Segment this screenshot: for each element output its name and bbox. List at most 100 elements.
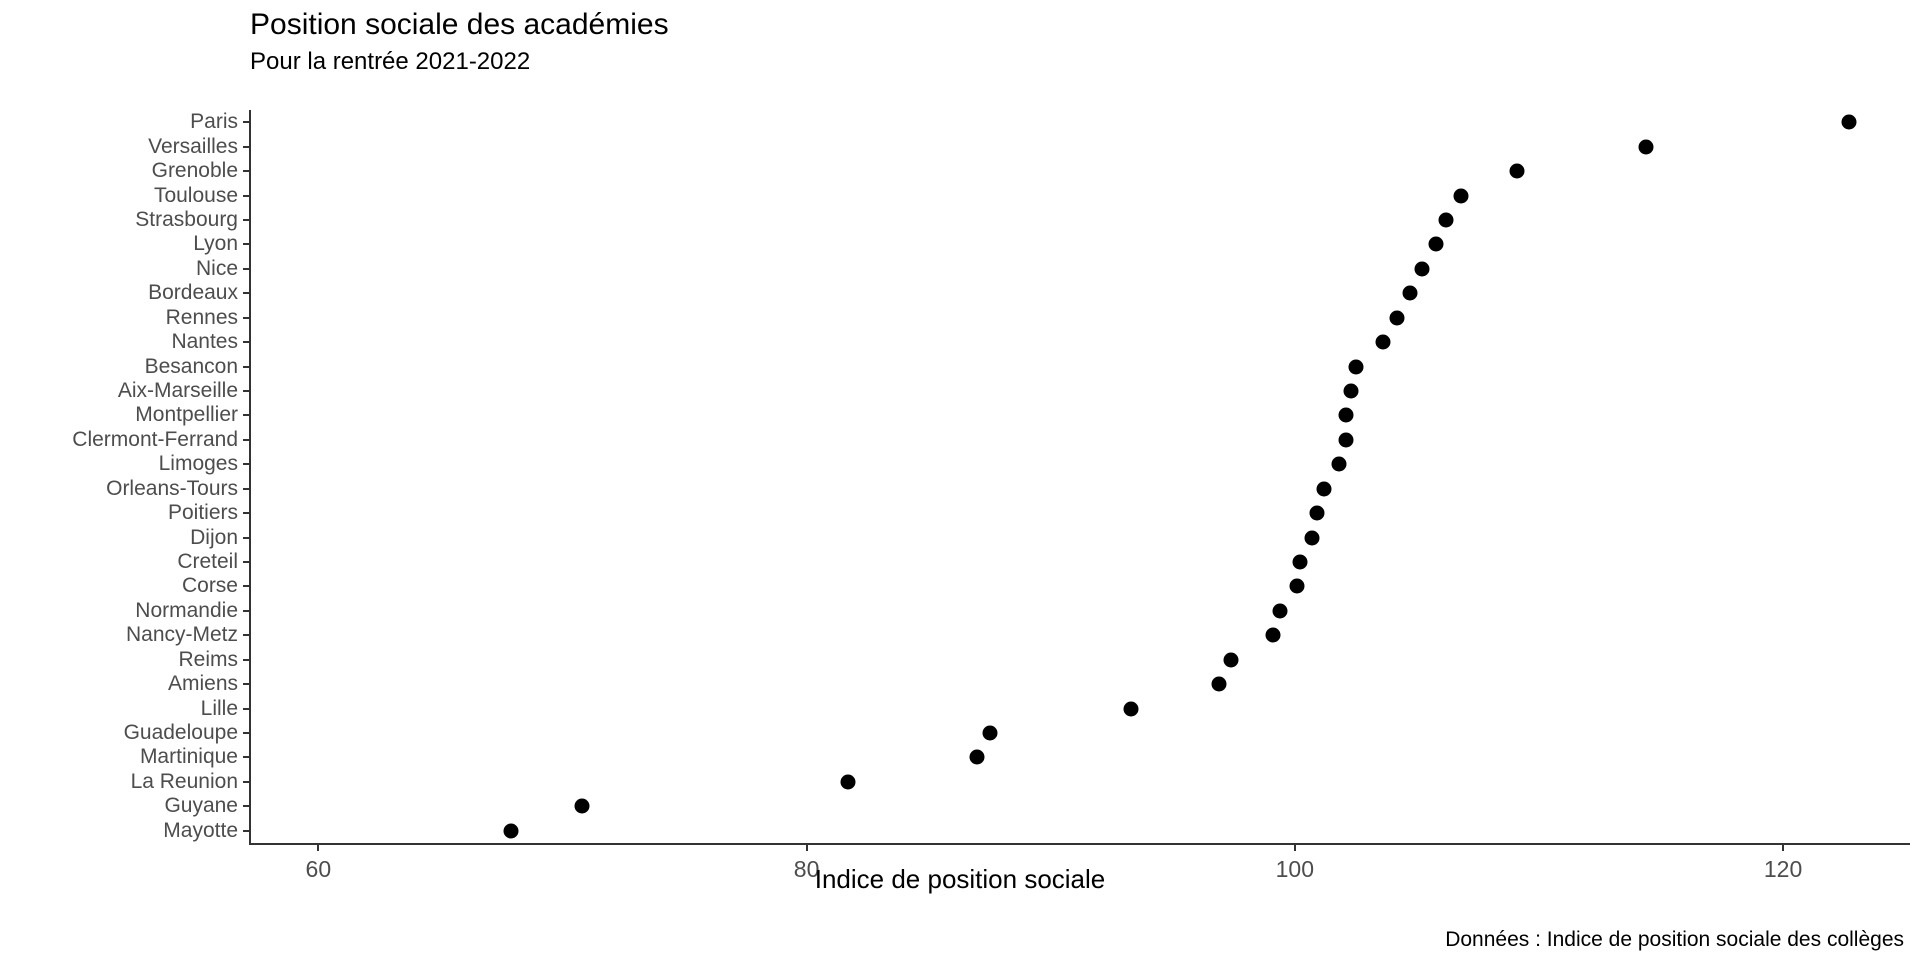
data-point — [1223, 652, 1239, 668]
data-point — [1438, 212, 1454, 228]
data-point — [1272, 603, 1288, 619]
y-axis-label: Limoges — [158, 452, 238, 476]
x-axis-tick-label: 80 — [793, 856, 820, 882]
data-point — [1338, 407, 1354, 423]
y-axis-tick — [243, 438, 250, 441]
data-point — [1289, 578, 1305, 594]
y-axis-label: Poitiers — [167, 501, 238, 525]
y-axis-tick — [243, 341, 250, 344]
y-axis-tick — [243, 243, 250, 246]
x-axis-tick — [1782, 843, 1785, 851]
y-axis-label: Bordeaux — [148, 281, 238, 305]
data-point — [1123, 701, 1139, 717]
y-axis-label: Nice — [195, 256, 238, 280]
data-point — [1453, 188, 1469, 204]
y-axis-tick — [243, 267, 250, 270]
data-point — [1265, 627, 1281, 643]
y-axis-tick — [243, 756, 250, 759]
y-axis-label: Orleans-Tours — [106, 476, 238, 500]
y-axis-line — [249, 110, 251, 845]
y-axis-label: Amiens — [167, 672, 238, 696]
y-axis-tick — [243, 829, 250, 832]
y-axis-tick — [243, 658, 250, 661]
y-axis-label: Clermont-Ferrand — [72, 427, 238, 451]
plot-panel — [250, 110, 1910, 843]
y-axis-tick — [243, 732, 250, 735]
y-axis-tick — [243, 365, 250, 368]
y-axis-label: Mayotte — [163, 818, 238, 842]
data-point — [1348, 359, 1364, 375]
data-point — [1402, 285, 1418, 301]
y-axis-label: La Reunion — [130, 769, 238, 793]
y-axis-label: Nancy-Metz — [125, 623, 238, 647]
y-axis-tick — [243, 536, 250, 539]
y-axis-label: Dijon — [190, 525, 238, 549]
y-axis-label: Strasbourg — [135, 207, 238, 231]
y-axis-label: Rennes — [165, 305, 238, 329]
data-point — [574, 798, 590, 814]
y-axis-label: Martinique — [139, 745, 238, 769]
data-point — [1343, 383, 1359, 399]
x-axis-tick — [1293, 843, 1296, 851]
y-axis-tick — [243, 389, 250, 392]
data-point — [1841, 114, 1857, 130]
y-axis-label: Normandie — [135, 598, 238, 622]
y-axis-label: Corse — [181, 574, 238, 598]
y-axis-label: Besancon — [144, 354, 238, 378]
data-point — [1389, 310, 1405, 326]
y-axis-label: Paris — [190, 110, 238, 134]
y-axis-label: Lyon — [193, 232, 238, 256]
y-axis-tick — [243, 585, 250, 588]
x-axis-tick-label: 120 — [1763, 856, 1803, 882]
data-point — [969, 749, 985, 765]
y-axis-label: Guadeloupe — [123, 721, 238, 745]
y-axis-label: Versailles — [148, 134, 238, 158]
y-axis-tick — [243, 316, 250, 319]
y-axis-label: Guyane — [164, 794, 238, 818]
y-axis-tick — [243, 170, 250, 173]
data-point — [1331, 456, 1347, 472]
data-point — [840, 774, 856, 790]
data-point — [1309, 505, 1325, 521]
y-axis-label: Nantes — [171, 330, 238, 354]
data-point — [1638, 139, 1654, 155]
y-axis-label: Grenoble — [151, 159, 238, 183]
data-point — [1414, 261, 1430, 277]
chart-title: Position sociale des académies — [250, 8, 669, 41]
y-axis-tick — [243, 683, 250, 686]
y-axis-tick — [243, 634, 250, 637]
x-axis-tick — [317, 843, 320, 851]
y-axis-label: Creteil — [177, 550, 238, 574]
y-axis-tick — [243, 561, 250, 564]
data-point — [1316, 481, 1332, 497]
x-axis-title: Indice de position sociale — [814, 864, 1106, 894]
data-point — [1375, 334, 1391, 350]
y-axis-tick — [243, 609, 250, 612]
y-axis-tick — [243, 780, 250, 783]
y-axis-tick — [243, 487, 250, 490]
y-axis-tick — [243, 218, 250, 221]
y-axis-label: Montpellier — [135, 403, 238, 427]
x-axis-tick-label: 100 — [1275, 856, 1314, 882]
chart-caption: Données : Indice de position sociale des… — [1445, 928, 1904, 951]
x-axis-line — [250, 843, 1910, 845]
y-axis-tick — [243, 707, 250, 710]
y-axis-label: Aix-Marseille — [117, 378, 238, 402]
y-axis-label: Toulouse — [153, 183, 238, 207]
chart-subtitle: Pour la rentrée 2021-2022 — [250, 48, 531, 75]
y-axis-tick — [243, 414, 250, 417]
y-axis-tick — [243, 121, 250, 124]
y-axis-tick — [243, 463, 250, 466]
data-point — [982, 725, 998, 741]
data-point — [1292, 554, 1308, 570]
y-axis-tick — [243, 512, 250, 515]
data-point — [503, 823, 519, 839]
y-axis-tick — [243, 805, 250, 808]
y-axis-label: Reims — [178, 647, 238, 671]
x-axis-tick — [805, 843, 808, 851]
data-point — [1338, 432, 1354, 448]
x-axis-tick-label: 60 — [305, 856, 332, 882]
y-axis-tick — [243, 194, 250, 197]
data-point — [1509, 163, 1525, 179]
